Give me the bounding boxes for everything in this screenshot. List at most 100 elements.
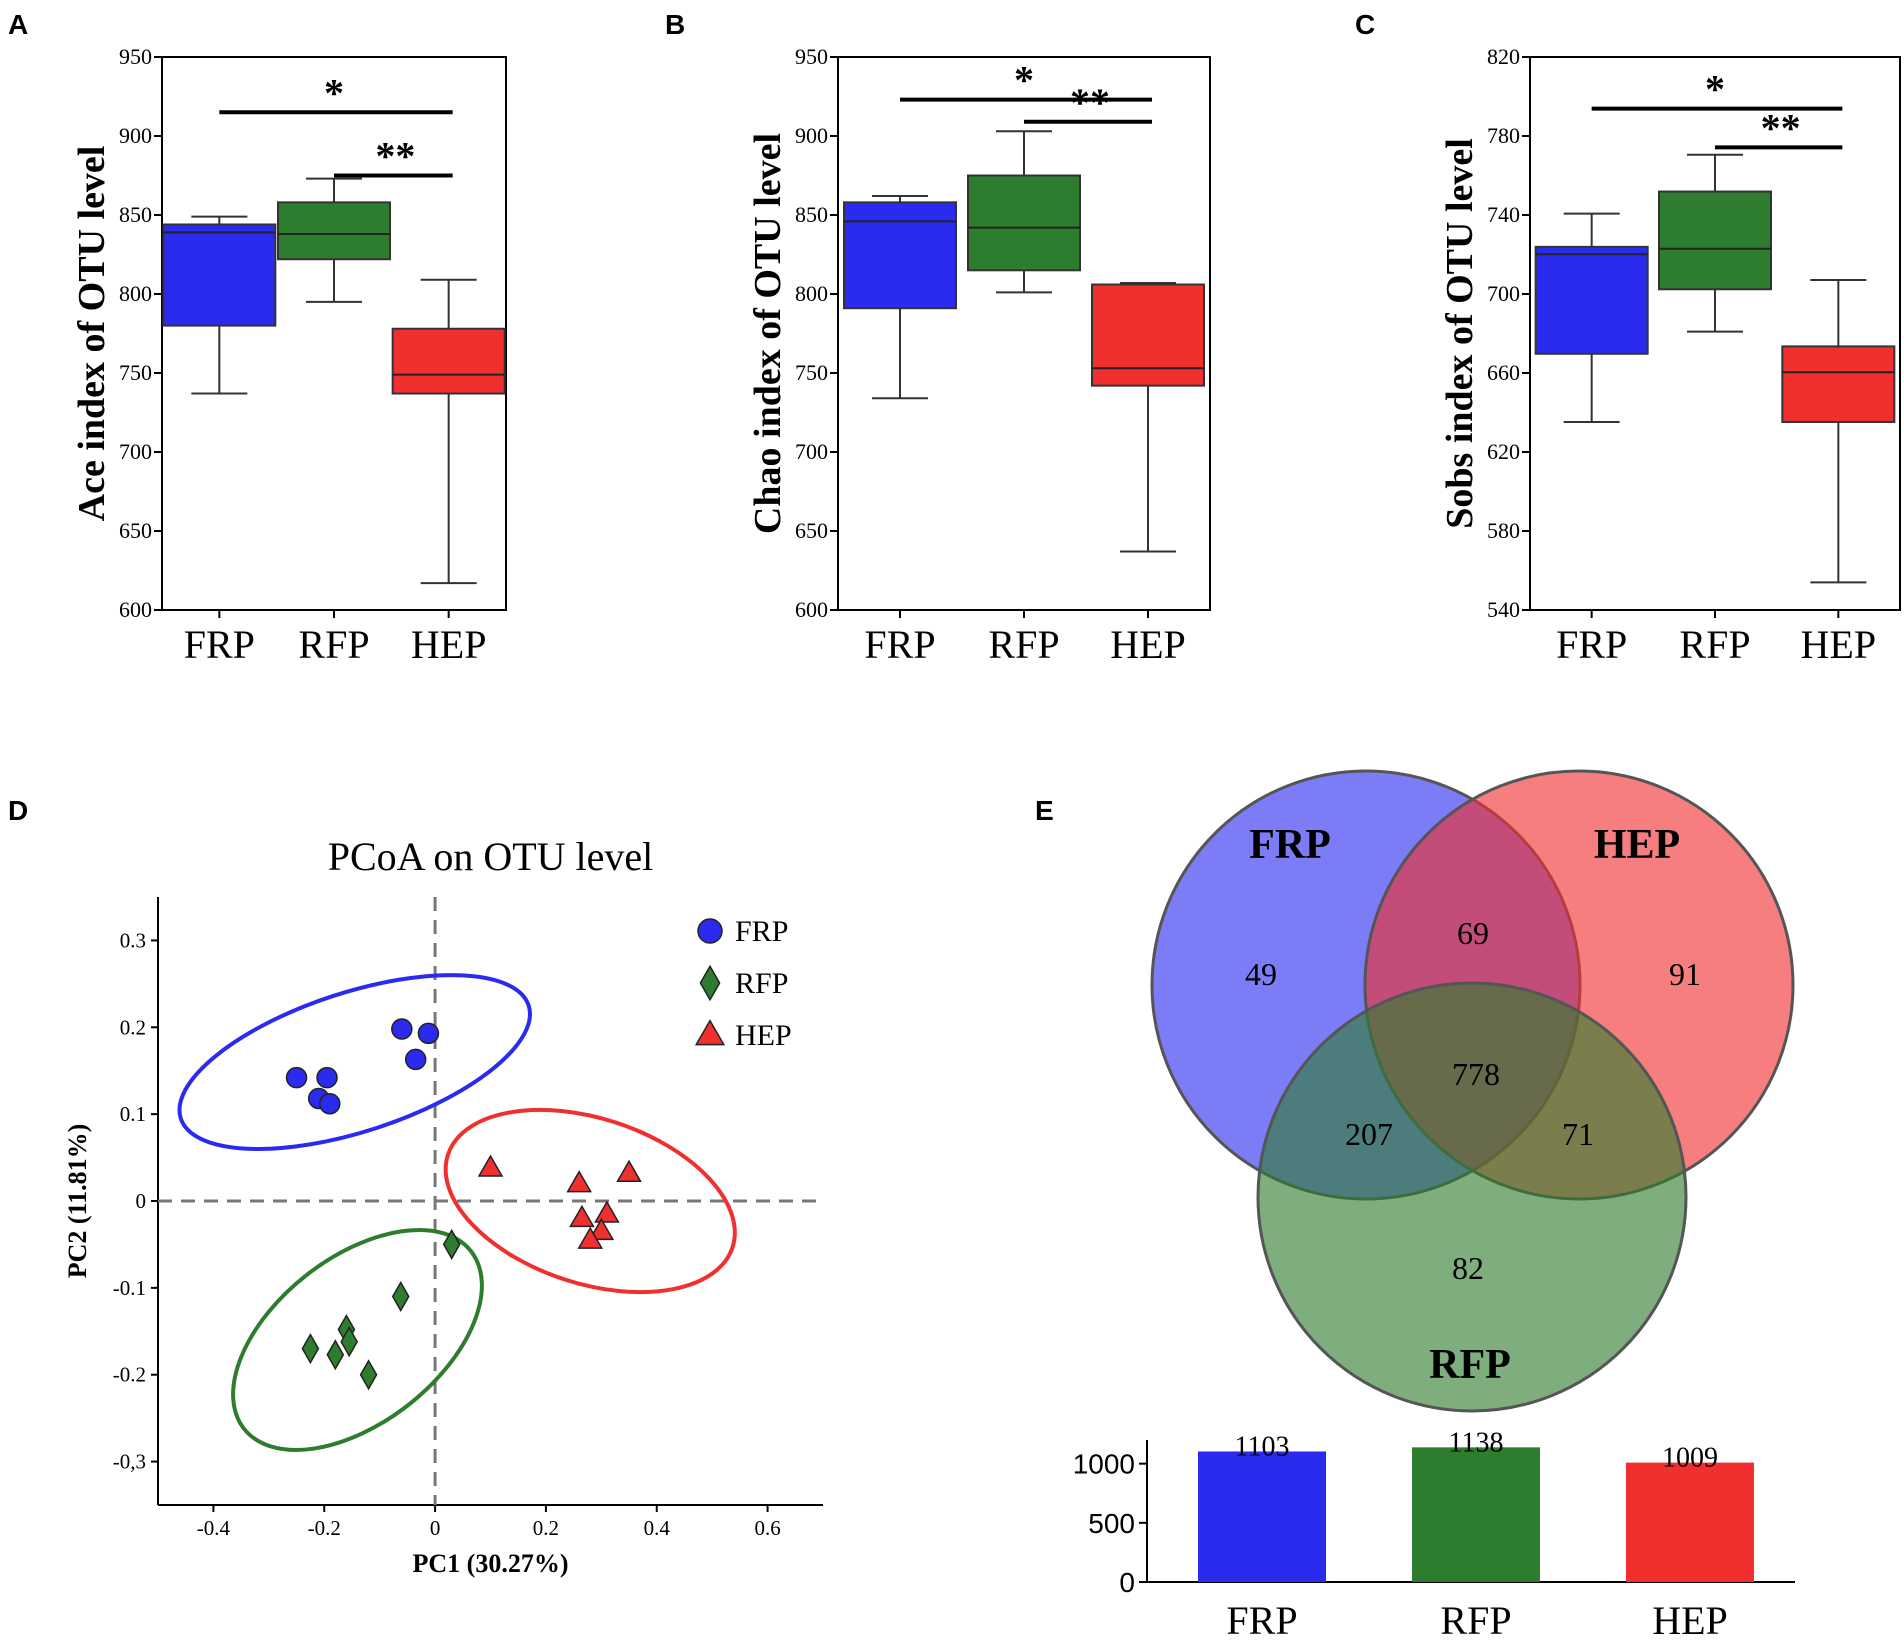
- y-tick-label: -0,3: [113, 1450, 146, 1474]
- box-hep: [391, 327, 506, 395]
- y-tick-label: 750: [119, 360, 152, 385]
- y-axis-label: Sobs index of OTU level: [1439, 138, 1481, 529]
- box-rfp: [967, 174, 1081, 272]
- significance-label: **: [1070, 80, 1110, 125]
- legend-marker-hep: [694, 1019, 726, 1046]
- y-tick-label: 800: [119, 281, 152, 306]
- x-tick-label-rfp: RFP: [298, 622, 369, 667]
- venn-region-all: 778: [1452, 1056, 1500, 1092]
- point-rfp: [442, 1228, 461, 1260]
- point-hep: [477, 1154, 504, 1177]
- panel-letter-d: D: [8, 795, 28, 826]
- point-frp: [319, 1092, 341, 1115]
- x-tick-label-rfp: RFP: [988, 622, 1059, 667]
- pcoa-scatter-panel: PCoA on OTU level -0.4 -0.2 0 0.2 0.4 0.6 0.3 0.…: [63, 834, 823, 1578]
- y-tick-label: 740: [1487, 202, 1520, 227]
- y-tick-label: 800: [795, 281, 828, 306]
- point-rfp: [340, 1326, 359, 1358]
- y-tick-label: 850: [119, 202, 152, 227]
- x-tick-label: 0: [430, 1516, 441, 1540]
- point-frp: [285, 1066, 308, 1089]
- bar-value-label-frp: 1103: [1235, 1431, 1290, 1462]
- y-tick-label: -0.2: [113, 1363, 146, 1387]
- significance-label: **: [1761, 105, 1801, 150]
- point-frp: [316, 1066, 338, 1089]
- confidence-ellipse-hep: [443, 1107, 737, 1295]
- box-hep: [1781, 345, 1896, 423]
- point-hep: [616, 1159, 642, 1182]
- boxplot-chao-panel: 600 650 700 750 800 850 900 950 FRP RFP HEP Chao in…: [747, 44, 1211, 667]
- x-tick-label-rfp: RFP: [1440, 1598, 1511, 1642]
- x-tick-label: 0.4: [644, 1516, 671, 1540]
- box-frp: [162, 223, 277, 327]
- bar-value-label-rfp: 1138: [1449, 1427, 1504, 1458]
- venn-region-frp-hep: 69: [1457, 915, 1489, 951]
- point-hep: [594, 1200, 620, 1223]
- point-hep: [569, 1204, 595, 1228]
- legend-label-hep: HEP: [735, 1019, 792, 1052]
- bar-rfp: [1412, 1447, 1540, 1582]
- point-rfp: [326, 1339, 345, 1371]
- venn-region-hep-only: 91: [1669, 956, 1701, 992]
- x-tick-label-frp: FRP: [184, 622, 255, 667]
- venn-set-label-rfp: RFP: [1429, 1342, 1511, 1388]
- venn-region-rfp-only: 82: [1452, 1250, 1484, 1286]
- x-tick-label: -0.2: [308, 1516, 341, 1540]
- x-tick-label-hep: HEP: [411, 622, 487, 667]
- panel-letter-b: B: [665, 9, 685, 40]
- point-rfp: [391, 1281, 410, 1313]
- x-tick-label-hep: HEP: [1801, 622, 1877, 667]
- y-tick-label: 0.2: [120, 1015, 146, 1039]
- point-frp: [417, 1022, 440, 1045]
- venn-set-label-hep: HEP: [1594, 822, 1680, 868]
- y-tick-label: 540: [1487, 597, 1520, 622]
- y-tick-label: 950: [119, 44, 152, 69]
- y-tick-label: 0: [1119, 1567, 1135, 1598]
- venn-set-label-frp: FRP: [1249, 822, 1331, 868]
- panel-letter-a: A: [8, 9, 28, 40]
- boxplot-sobs-panel: 540 580 620 660 700 740 780 820 FRP RFP HEP Sobs in…: [1439, 44, 1901, 667]
- x-tick-label-rfp: RFP: [1679, 622, 1750, 667]
- y-tick-label: 600: [795, 597, 828, 622]
- venn-region-frp-rfp: 207: [1345, 1116, 1393, 1152]
- box-frp: [843, 201, 957, 310]
- box-rfp: [277, 201, 391, 261]
- x-tick-label-frp: FRP: [864, 622, 935, 667]
- legend-marker-frp: [697, 918, 723, 944]
- box-rfp: [1658, 190, 1772, 291]
- y-tick-label: 700: [795, 439, 828, 464]
- x-tick-label: 0.2: [533, 1516, 559, 1540]
- boxplot-ace-panel: 600 650 700 750 800 850 900 950 FRP RFP HEP Ace ind…: [71, 44, 507, 667]
- bar-value-label-hep: 1009: [1662, 1443, 1718, 1474]
- y-tick-label: 650: [119, 518, 152, 543]
- x-axis-label: PC1 (30.27%): [413, 1549, 569, 1578]
- y-axis-label: Chao index of OTU level: [747, 133, 789, 534]
- y-tick-label: 700: [1487, 281, 1520, 306]
- panel-letter-c: C: [1355, 9, 1375, 40]
- y-axis-label: Ace index of OTU level: [71, 146, 113, 522]
- y-tick-label: 850: [795, 202, 828, 227]
- bar-frp: [1198, 1451, 1326, 1582]
- otu-count-bar-panel: 0 500 1000 1103 FRP 1138 RFP 1009 HEP: [1073, 1427, 1795, 1642]
- confidence-ellipse-frp: [177, 973, 532, 1151]
- y-tick-label: 1000: [1073, 1449, 1135, 1480]
- significance-label: *: [1705, 67, 1725, 112]
- y-tick-label: 950: [795, 44, 828, 69]
- y-tick-label: 700: [119, 439, 152, 464]
- x-tick-label: 0.6: [754, 1516, 780, 1540]
- y-tick-label: 780: [1487, 123, 1520, 148]
- box-frp: [1534, 245, 1649, 355]
- legend-label-frp: FRP: [735, 915, 788, 948]
- venn-diagram-panel: FRP HEP RFP 49 91 82 69 207 71 778: [1150, 769, 1795, 1413]
- x-tick-label-hep: HEP: [1652, 1598, 1728, 1642]
- x-tick-label: -0.4: [197, 1516, 231, 1540]
- y-tick-label: 580: [1487, 518, 1520, 543]
- venn-region-frp-only: 49: [1245, 956, 1277, 992]
- significance-label: *: [324, 70, 344, 115]
- y-tick-label: 900: [119, 123, 152, 148]
- confidence-ellipse-rfp: [231, 1227, 484, 1452]
- y-axis-label: PC2 (11.81%): [63, 1124, 92, 1279]
- box-hep: [1091, 283, 1205, 387]
- point-frp: [391, 1018, 413, 1040]
- chart-title: PCoA on OTU level: [328, 834, 654, 879]
